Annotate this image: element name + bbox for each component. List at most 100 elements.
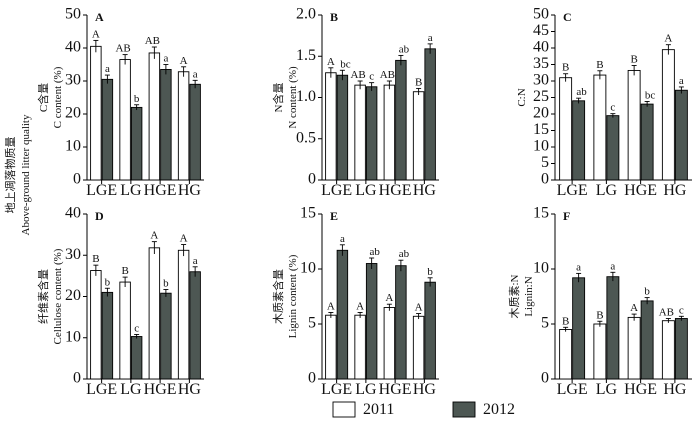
x-tick-label: LGE [321,182,352,199]
x-tick-label: HGE [144,182,177,199]
x-tick-label: HGE [624,182,657,199]
significance-letter: b [134,93,140,105]
bar-2012-hg [189,271,201,380]
x-tick-label: HG [413,381,437,398]
y-tick-label: 10 [65,328,81,345]
y-tick-label: 1.0 [296,88,316,105]
side-label-en: Above-ground litter quality [20,114,32,235]
bar-2011-lge [559,329,573,380]
significance-letter: b [105,276,111,288]
x-tick-label: HGE [624,381,657,398]
significance-letter: AB [145,35,160,47]
bar-2011-lge [325,314,337,380]
y-tick-label: 50 [533,6,549,23]
y-axis-label-cn: C含量 [36,83,50,112]
bar-2012-hg [189,83,201,181]
panel-d: 0 10 20 30 40 D 纤维素含量 Cellulose content (%) LGE B… [36,205,204,398]
x-tick-label: HGE [379,182,412,199]
bar-2012-hge [640,103,654,181]
significance-letter: A [180,233,188,245]
bar-2011-hg [412,91,425,181]
figure-side-label: 地上凋落物质量 Above-ground litter quality [3,114,32,235]
y-tick-label: 10 [533,138,549,155]
legend-label-2012: 2012 [483,401,515,418]
significance-letter: B [92,253,99,265]
x-tick-label: LG [596,381,618,398]
significance-letter: b [427,266,433,278]
y-tick-label: 0.5 [296,129,316,146]
significance-letter: ab [576,86,587,98]
significance-letter: B [630,53,637,65]
y-tick-label: 25 [533,88,549,105]
significance-letter: c [679,304,684,316]
bar-2012-lg [130,336,143,380]
y-tick-label: 10 [300,260,316,277]
legend: 2011 2012 [332,401,515,418]
y-axis-label-cn: N含量 [271,83,285,113]
x-tick-label: LG [120,381,142,398]
significance-letter: A [327,300,335,312]
significance-letter: A [664,33,672,45]
bar-2011-lg [119,281,131,380]
significance-letter: A [415,302,423,314]
significance-letter: A [630,302,638,314]
bar-2012-hg [674,318,688,380]
significance-letter: a [193,68,198,80]
bar-2011-lge [325,72,337,181]
y-tick-label: 15 [533,121,549,138]
y-axis-label-en: Cellulose content (%) [52,248,64,344]
y-axis-label-en: Lignin content (%) [287,254,299,338]
panel-f: 0 5 10 15 F 木质素:N Lignin:N LGE Ba LG Ba HGE Ab HG AB c [508,205,692,398]
x-tick-label: HG [178,381,202,398]
panel-letter: C [563,10,572,24]
significance-letter: AB [380,69,395,81]
panel-b: 0 0.5 1.0 1.5 2.0 B N含量 N content (%) LGE A bc LG AB… [271,6,439,199]
bar-2012-lg [365,263,378,380]
significance-letter: bc [340,58,351,70]
bar-2012-hg [424,48,436,181]
y-tick-label: 35 [533,55,549,72]
significance-letter: a [105,63,110,75]
bar-2011-hge [148,52,161,181]
significance-letter: A [356,300,364,312]
bar-2012-lge [101,291,114,380]
significance-letter: a [610,260,615,272]
y-tick-label: 15 [533,205,549,222]
panel-a: 0 10 20 30 40 50 A C含量 C content (%) LGE Aa LG AB b HG… [36,6,204,199]
bar-2012-lg [606,276,620,380]
y-tick-label: 20 [65,287,81,304]
significance-letter: c [134,322,139,334]
y-tick-label: 30 [65,72,81,89]
bar-2011-hg [177,71,190,181]
x-tick-label: LG [596,182,618,199]
y-tick-label: 5 [308,315,316,332]
x-tick-label: LGE [557,381,588,398]
x-tick-label: LG [120,182,142,199]
bar-2012-lge [572,277,586,380]
bar-2011-hg [412,315,425,380]
significance-letter: AB [350,69,365,81]
significance-letter: B [121,265,128,277]
bar-2012-lge [572,100,586,181]
y-tick-label: 0 [73,171,81,188]
legend-swatch-2011 [332,401,356,418]
significance-letter: b [163,277,169,289]
significance-letter: bc [645,89,656,101]
y-axis-label-cn: 木质素含量 [271,269,285,324]
significance-letter: a [679,75,684,87]
x-tick-label: LGE [321,381,352,398]
legend-label-2011: 2011 [363,401,394,418]
y-tick-label: 0 [73,370,81,387]
significance-letter: b [644,286,650,298]
bar-2011-lge [90,270,102,380]
bar-2011-lg [593,74,607,181]
panel-e: 0 5 10 15 E 木质素含量 Lignin content (%) LGE Aa LG Aab… [271,205,439,398]
y-tick-label: 40 [65,205,81,222]
bar-2011-hg [661,320,675,380]
x-tick-label: HG [413,182,437,199]
side-label-cn: 地上凋落物质量 [3,137,17,214]
legend-swatch-2012 [452,401,476,418]
bar-2012-lge [336,74,349,181]
bar-2012-hge [160,292,172,380]
y-tick-label: 2.0 [296,6,316,23]
